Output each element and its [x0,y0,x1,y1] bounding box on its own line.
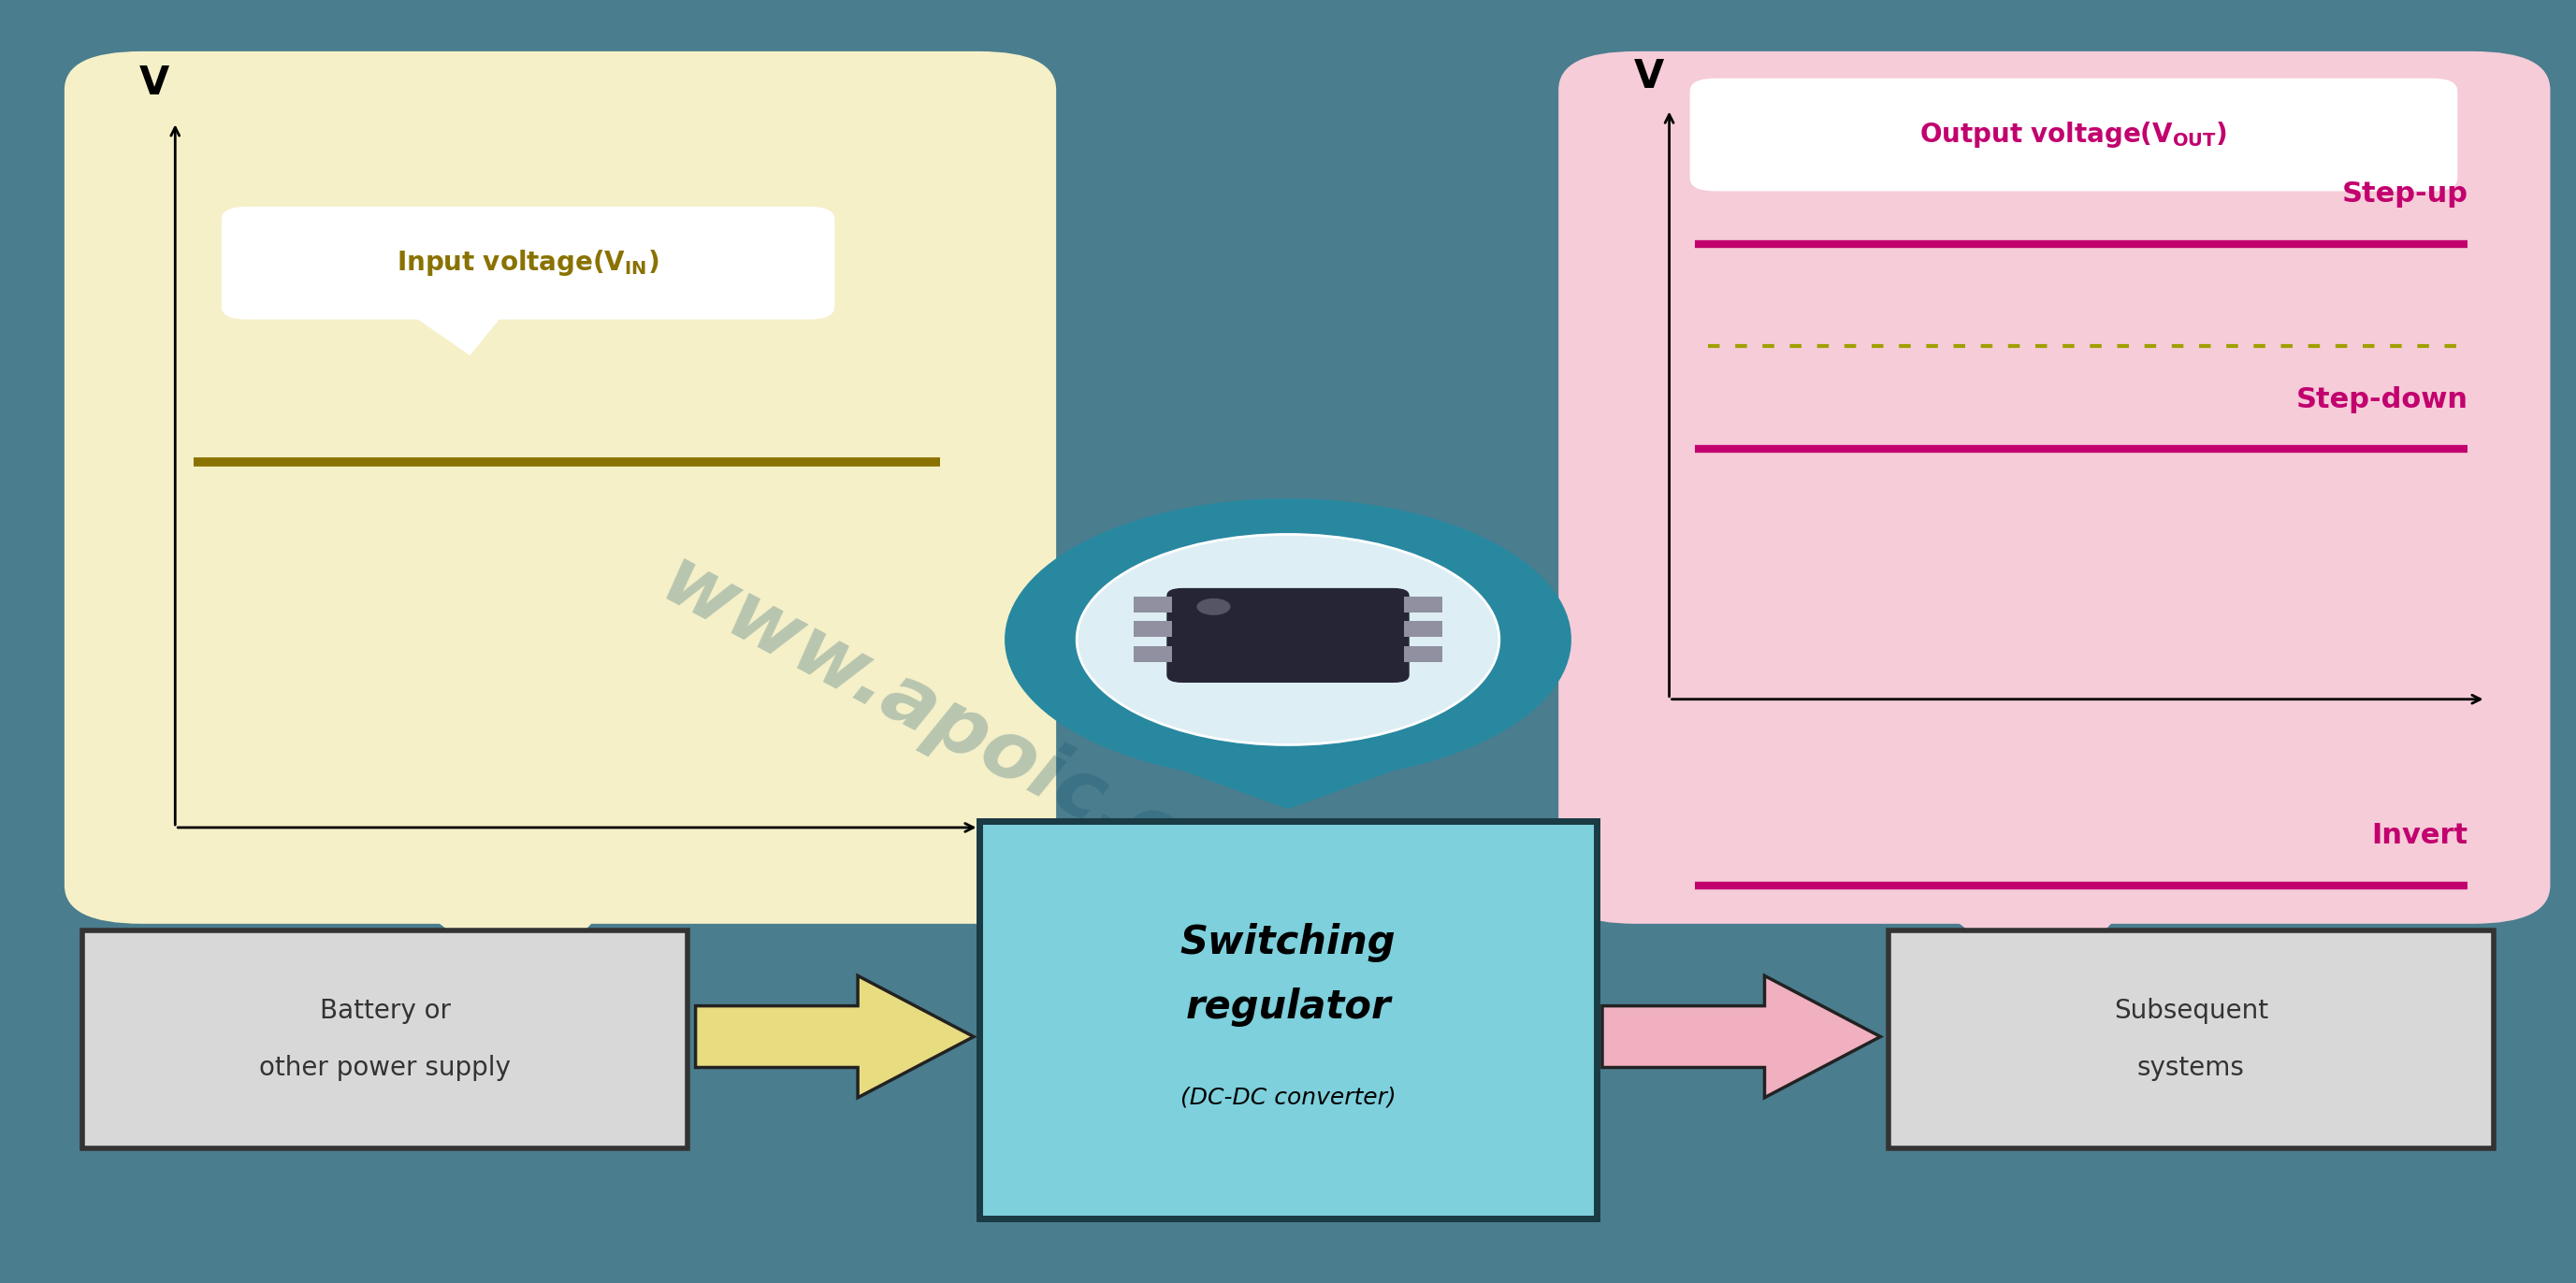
Text: Step-down: Step-down [2295,386,2468,413]
Text: systems: systems [2138,1055,2244,1080]
Polygon shape [1151,760,1425,810]
FancyBboxPatch shape [979,821,1597,1219]
FancyBboxPatch shape [1404,597,1443,612]
FancyBboxPatch shape [222,207,835,319]
Text: (DC-DC converter): (DC-DC converter) [1180,1085,1396,1109]
Polygon shape [410,314,502,355]
FancyBboxPatch shape [1133,647,1172,662]
Text: regulator: regulator [1185,988,1391,1026]
Text: other power supply: other power supply [260,1055,510,1080]
Text: Subsequent: Subsequent [2115,998,2267,1024]
Text: $\mathbf{Input\ voltage}$$\mathbf{(V_{IN})}$: $\mathbf{Input\ voltage}$$\mathbf{(V_{IN… [397,248,659,278]
Circle shape [1077,535,1499,745]
FancyBboxPatch shape [64,51,1056,924]
Text: V: V [1633,58,1664,96]
Text: $\mathbf{Output\ voltage}$$\mathbf{(V_{OUT})}$: $\mathbf{Output\ voltage}$$\mathbf{(V_{O… [1919,119,2228,150]
Polygon shape [1958,922,2112,990]
FancyBboxPatch shape [1133,621,1172,638]
FancyBboxPatch shape [82,930,688,1148]
PathPatch shape [1602,975,1880,1097]
FancyBboxPatch shape [1690,78,2458,191]
Polygon shape [438,922,592,990]
Text: Step-up: Step-up [2342,181,2468,208]
Text: Invert: Invert [2372,822,2468,849]
Circle shape [1005,499,1571,780]
FancyBboxPatch shape [1404,621,1443,638]
Text: www.apoic.com: www.apoic.com [647,544,1311,944]
FancyBboxPatch shape [1167,588,1409,683]
FancyBboxPatch shape [1133,597,1172,612]
Circle shape [1198,598,1231,615]
Text: Switching: Switching [1180,924,1396,962]
Text: V: V [139,64,170,103]
FancyBboxPatch shape [1558,51,2550,924]
Text: Battery or: Battery or [319,998,451,1024]
PathPatch shape [696,975,974,1097]
FancyBboxPatch shape [1888,930,2494,1148]
FancyBboxPatch shape [1404,647,1443,662]
